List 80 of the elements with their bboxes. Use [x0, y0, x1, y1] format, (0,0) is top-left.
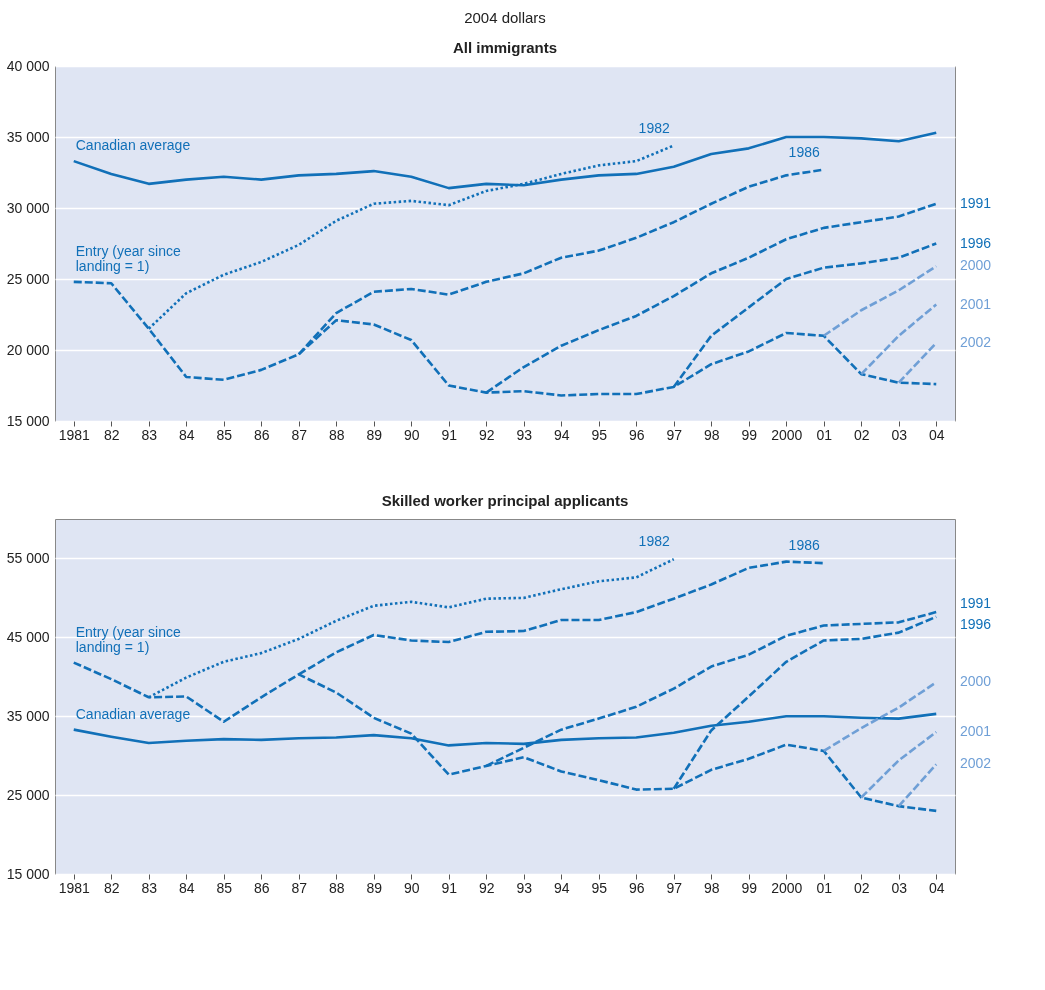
- series-label: 1991: [960, 194, 992, 211]
- x-tick-label: 85: [216, 426, 233, 443]
- x-tick-label: 88: [328, 426, 345, 443]
- x-tick-label: 95: [591, 879, 608, 896]
- y-tick-label: 25 000: [6, 786, 50, 803]
- chart-title: Skilled worker principal applicants: [381, 492, 629, 509]
- x-tick-label: 99: [741, 426, 758, 443]
- series-label: 1996: [960, 615, 992, 632]
- series-label: Entry (year since landing = 1): [75, 623, 181, 655]
- y-tick-label: 55 000: [6, 549, 50, 566]
- x-tick-label: 03: [891, 426, 908, 443]
- series-label: 1982: [638, 119, 670, 136]
- x-tick-label: 84: [178, 426, 195, 443]
- x-tick-label: 99: [741, 879, 758, 896]
- series-label: 1986: [788, 143, 820, 160]
- series-label: Canadian average: [75, 705, 191, 722]
- series-label: 2001: [960, 295, 992, 312]
- y-tick-label: 40 000: [6, 57, 50, 74]
- x-tick-label: 2000: [771, 426, 803, 443]
- x-tick-label: 98: [703, 879, 720, 896]
- x-tick-label: 86: [253, 879, 270, 896]
- x-tick-label: 89: [366, 426, 383, 443]
- x-tick-label: 87: [291, 879, 308, 896]
- x-tick-label: 94: [553, 879, 570, 896]
- x-tick-label: 90: [403, 426, 420, 443]
- x-tick-label: 92: [478, 426, 495, 443]
- x-tick-label: 83: [141, 426, 158, 443]
- x-tick-label: 86: [253, 426, 270, 443]
- x-tick-label: 95: [591, 426, 608, 443]
- series-label: 1996: [960, 234, 992, 251]
- series-label: Entry (year since landing = 1): [75, 242, 181, 274]
- x-tick-label: 03: [891, 879, 908, 896]
- y-tick-label: 45 000: [6, 628, 50, 645]
- x-tick-label: 01: [816, 879, 833, 896]
- x-tick-label: 96: [628, 426, 645, 443]
- x-tick-label: 88: [328, 879, 345, 896]
- y-tick-label: 15 000: [6, 865, 50, 882]
- y-tick-label: 35 000: [6, 128, 50, 145]
- x-tick-label: 1981: [58, 879, 91, 896]
- series-label: Canadian average: [75, 137, 191, 154]
- x-tick-label: 01: [816, 426, 833, 443]
- x-tick-label: 82: [103, 879, 120, 896]
- x-tick-label: 91: [441, 879, 458, 896]
- y-tick-label: 15 000: [6, 412, 50, 429]
- x-tick-label: 98: [703, 426, 720, 443]
- series-label: 2002: [960, 755, 992, 772]
- x-tick-label: 91: [441, 426, 458, 443]
- series-label: 2001: [960, 723, 992, 739]
- x-tick-label: 93: [516, 879, 533, 896]
- x-tick-label: 96: [628, 879, 645, 896]
- y-tick-label: 20 000: [6, 341, 50, 358]
- x-tick-label: 02: [853, 426, 870, 443]
- x-tick-label: 90: [403, 879, 420, 896]
- x-tick-label: 97: [666, 426, 683, 443]
- x-tick-label: 89: [366, 879, 383, 896]
- x-tick-label: 85: [216, 879, 233, 896]
- x-tick-label: 04: [928, 879, 945, 896]
- y-tick-label: 35 000: [6, 707, 50, 724]
- x-tick-label: 93: [516, 426, 533, 443]
- series-label: 1982: [638, 533, 670, 550]
- series-label: 2000: [960, 673, 992, 690]
- x-tick-label: 83: [141, 879, 158, 896]
- x-tick-label: 92: [478, 879, 495, 896]
- x-tick-label: 94: [553, 426, 570, 443]
- series-label: 2002: [960, 333, 992, 350]
- chart-title: All immigrants: [452, 39, 558, 56]
- x-tick-label: 97: [666, 879, 683, 896]
- y-tick-label: 30 000: [6, 199, 50, 216]
- series-label: 1986: [788, 537, 820, 554]
- y-axis-title: 2004 dollars: [464, 9, 546, 26]
- x-tick-label: 87: [291, 426, 308, 443]
- x-tick-label: 82: [103, 426, 120, 443]
- series-label: 2000: [960, 257, 992, 274]
- x-tick-label: 84: [178, 879, 195, 896]
- x-tick-label: 02: [853, 879, 870, 896]
- y-tick-label: 25 000: [6, 270, 50, 287]
- x-tick-label: 1981: [58, 426, 91, 443]
- series-label: 1991: [960, 595, 992, 612]
- x-tick-label: 04: [928, 426, 945, 443]
- x-tick-label: 2000: [771, 879, 803, 896]
